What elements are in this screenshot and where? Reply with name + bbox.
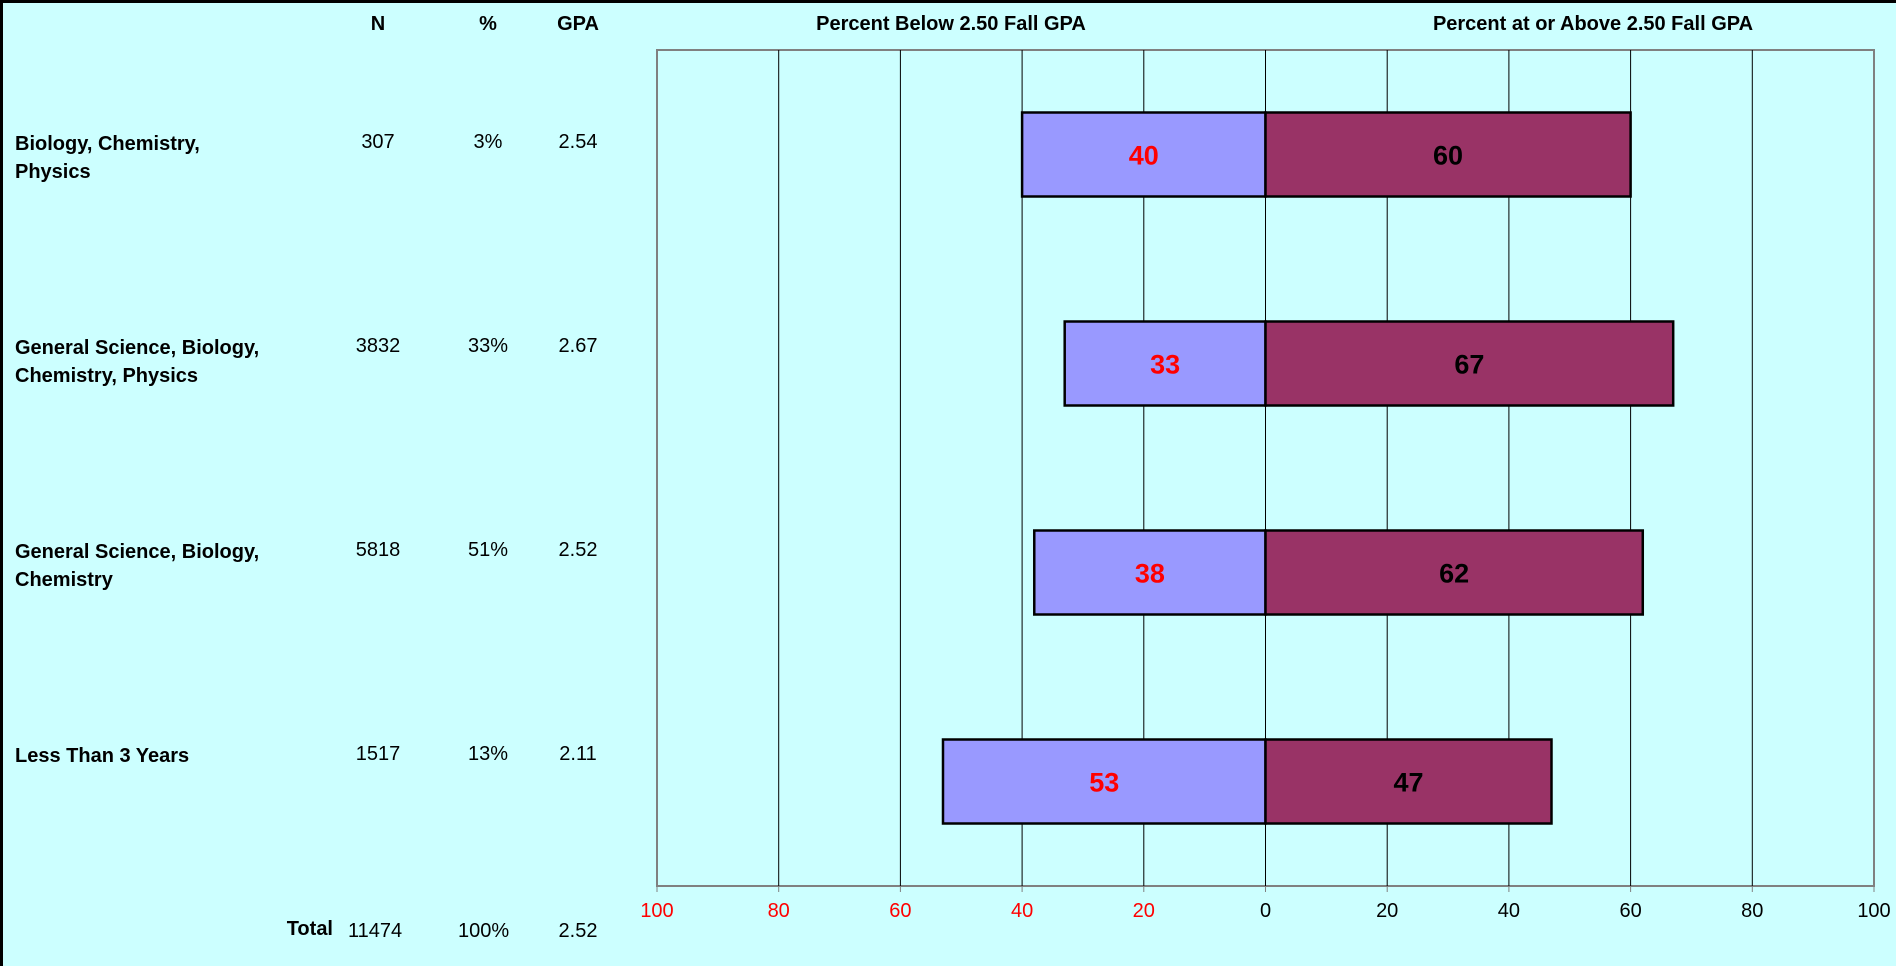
x-tick-label: 40	[1011, 900, 1033, 922]
bar-above-label: 47	[1393, 768, 1423, 798]
bar-below	[941, 738, 1267, 825]
bar-below	[1020, 111, 1267, 198]
row-percent: 13%	[467, 743, 509, 765]
row-n: 5818	[355, 539, 401, 561]
total-label: Total	[286, 918, 333, 940]
row-percent: 3%	[473, 131, 503, 153]
row-gpa: 2.67	[558, 335, 598, 357]
row-n: 307	[361, 131, 395, 153]
x-tick-label: 0	[1260, 900, 1271, 922]
row-n: 3832	[355, 335, 401, 357]
row-label: Biology, Chemistry, Physics	[15, 130, 315, 186]
x-tick-label: 80	[1741, 900, 1763, 922]
header-n: N	[370, 13, 386, 35]
row-label-text: Biology, Chemistry, Physics	[15, 133, 200, 183]
bar-above	[1264, 320, 1675, 407]
row-gpa: 2.11	[559, 743, 597, 765]
row-gpa: 2.54	[558, 131, 598, 153]
bar-above	[1264, 111, 1632, 198]
header-gpa: GPA	[557, 13, 599, 35]
row-gpa: 2.52	[558, 539, 598, 561]
row-label-text: Less Than 3 Years	[15, 745, 190, 767]
x-tick-label: 20	[1133, 900, 1155, 922]
x-tick-label: 20	[1376, 900, 1398, 922]
x-tick-label: 40	[1498, 900, 1520, 922]
x-tick-label: 80	[768, 900, 790, 922]
header-percent: %	[479, 13, 497, 35]
bar-below	[1033, 529, 1267, 616]
x-tick-label: 100	[1857, 900, 1890, 922]
bar-above	[1264, 529, 1645, 616]
bar-below-label: 53	[1089, 768, 1119, 798]
total-gpa: 2.52	[558, 920, 598, 942]
total-n: 11474	[348, 920, 403, 942]
total-percent: 100%	[458, 920, 510, 942]
bar-above-label: 60	[1433, 141, 1463, 171]
x-tick-label: 100	[640, 900, 673, 922]
bar-below-label: 33	[1150, 350, 1180, 380]
bar-below	[1063, 320, 1267, 407]
row-percent: 33%	[467, 335, 509, 357]
row-label-text: General Science, Biology, Chemistry	[15, 541, 260, 591]
row-label: General Science, Biology, Chemistry	[15, 538, 315, 594]
right-chart-title: Percent at or Above 2.50 Fall GPA	[1432, 13, 1754, 35]
x-tick-label: 60	[1619, 900, 1641, 922]
bar-above	[1264, 738, 1553, 825]
bar-below-label: 40	[1129, 141, 1159, 171]
row-n: 1517	[355, 743, 401, 765]
left-chart-title: Percent Below 2.50 Fall GPA	[816, 13, 1086, 35]
row-label: General Science, Biology, Chemistry, Phy…	[15, 334, 315, 390]
row-label: Less Than 3 Years	[15, 742, 315, 770]
row-label-text: General Science, Biology, Chemistry, Phy…	[15, 337, 260, 387]
bar-below-label: 38	[1135, 559, 1165, 589]
bar-above-label: 67	[1454, 350, 1484, 380]
x-tick-label: 60	[889, 900, 911, 922]
row-percent: 51%	[467, 539, 509, 561]
bar-above-label: 62	[1439, 559, 1469, 589]
diverging-bar-chart: 100 80 60 40 20 0 20 40 60 80 100 40 60 33 67 38 62 53 47	[640, 49, 1891, 922]
